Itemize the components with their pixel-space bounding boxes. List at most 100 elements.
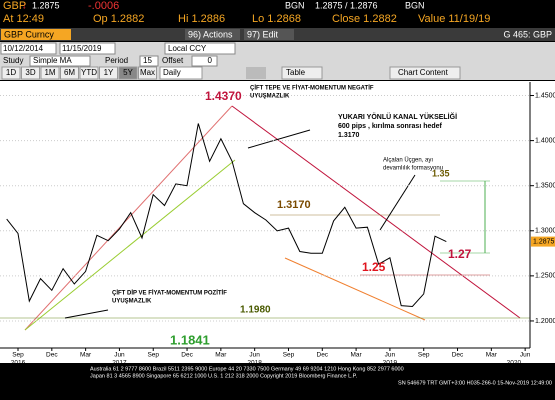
range-label[interactable]: Max: [140, 68, 155, 77]
table[interactable]: Table: [286, 68, 306, 77]
annotation: devamlılık formasyonu: [383, 166, 443, 172]
low: Lo 1.2868: [252, 13, 301, 25]
x-tick-label: Dec: [452, 352, 464, 359]
footer-line: SN 546679 TRT GMT+3:00 H035-266-0 15-Nov…: [398, 380, 552, 386]
range-button[interactable]: [40, 66, 60, 80]
actions[interactable]: 96) Actions: [188, 29, 233, 39]
security-box[interactable]: [1, 29, 71, 40]
study-select[interactable]: [29, 55, 91, 67]
bid-ask: 1.2875 / 1.2876: [315, 0, 378, 10]
x-tick-label: Jun: [249, 352, 260, 359]
annotation: 1.35: [432, 168, 450, 178]
quote-bar: [0, 0, 555, 26]
table-button[interactable]: [281, 66, 323, 80]
plot-area: [0, 81, 555, 363]
end-date[interactable]: 11/15/2019: [62, 44, 102, 53]
start-input[interactable]: [0, 42, 57, 55]
y-tick-label: 1.2500: [535, 273, 555, 280]
annotation: ÇİFT TEPE VE FİYAT-MOMENTUM NEGATİF: [250, 85, 374, 92]
chart-content-button[interactable]: [389, 66, 461, 80]
range-button[interactable]: [138, 66, 157, 80]
actions-button[interactable]: [185, 29, 240, 40]
frequency[interactable]: Daily: [163, 68, 181, 77]
range-button[interactable]: [79, 66, 99, 80]
x-tick-label: Sep: [12, 352, 24, 359]
x-tick-label: Sep: [418, 352, 430, 359]
range-button[interactable]: [1, 66, 21, 80]
offset[interactable]: 0: [208, 56, 213, 65]
high: Hi 1.2886: [178, 13, 225, 25]
value-date: Value 11/19/19: [418, 13, 490, 25]
x-tick-label: Mar: [350, 352, 362, 359]
edit[interactable]: 97) Edit: [247, 29, 279, 39]
annotation: 1.27: [448, 247, 472, 261]
annotation: Alçalan Üçgen, ayı: [383, 157, 433, 164]
trend-line: [231, 105, 521, 319]
year-label: 2019: [383, 360, 398, 367]
x-tick-label: Dec: [317, 352, 329, 359]
range-button[interactable]: [118, 66, 138, 80]
frequency-select[interactable]: [159, 66, 203, 80]
range-label[interactable]: 6M: [64, 68, 75, 77]
x-tick-label: Dec: [181, 352, 193, 359]
footer-line: Japan 81 3 4565 8900 Singapore 65 6212 1…: [90, 373, 358, 379]
open: Op 1.2882: [93, 13, 144, 25]
range-button[interactable]: [21, 66, 40, 80]
currency[interactable]: Local CCY: [168, 44, 207, 53]
x-tick-label: Mar: [215, 352, 227, 359]
x-tick-label: Jun: [385, 352, 396, 359]
drawings: [0, 95, 530, 331]
security[interactable]: GBP Curncy: [4, 29, 54, 39]
range-button[interactable]: [99, 66, 118, 80]
range-label[interactable]: 1Y: [104, 68, 114, 77]
annotation: YUKARI YÖNLÜ KANAL YÜKSELİĞİ: [338, 112, 457, 121]
footer-line: Australia 61 2 9777 8600 Brazil 5511 239…: [90, 366, 404, 372]
edit-button[interactable]: [244, 29, 294, 40]
offset-input[interactable]: [191, 55, 218, 67]
range-label[interactable]: 1D: [6, 68, 16, 77]
annotation: 600 pips , kırılma sonrası hedef: [338, 123, 443, 130]
start-date[interactable]: 10/12/2014: [3, 44, 44, 53]
range-label[interactable]: 5Y: [123, 68, 133, 77]
currency-select[interactable]: [164, 42, 236, 55]
range-label[interactable]: 1M: [44, 68, 55, 77]
x-tick-label: Mar: [486, 352, 498, 359]
source: BGN: [285, 0, 305, 10]
annotation: 1.3170: [277, 199, 311, 211]
chart-content[interactable]: Chart Content: [398, 68, 449, 77]
y-tick-label: 1.3500: [535, 183, 555, 190]
range-label[interactable]: 3D: [25, 68, 35, 77]
y-tick-label: 1.3000: [535, 228, 555, 235]
annotation: ÇİFT DİP VE FİYAT-MOMENTUM POZİTİF: [112, 290, 227, 297]
range-button[interactable]: [60, 66, 79, 80]
annotation: 1.1980: [240, 305, 271, 316]
annotation: 1.3170: [338, 132, 360, 139]
source: BGN: [405, 0, 425, 10]
price-tag-label: 1.2875: [533, 238, 555, 245]
function: G 465: GBP: [503, 29, 552, 39]
arrow: ↓: [22, 0, 27, 10]
year-label: 2020: [507, 360, 522, 367]
annotation: UYUŞMAZLIK: [250, 94, 290, 100]
annotation: 1.25: [362, 260, 386, 274]
annotation: UYUŞMAZLIK: [112, 299, 152, 305]
draw-tool[interactable]: [246, 67, 266, 79]
year-label: 2018: [247, 360, 262, 367]
y-tick-label: 1.4500: [535, 92, 555, 99]
annotation: 1.4370: [205, 89, 242, 103]
change: -.0006: [88, 0, 119, 12]
range-label[interactable]: YTD: [81, 68, 97, 77]
end-input[interactable]: [59, 42, 116, 55]
close: Close 1.2882: [332, 13, 397, 25]
period[interactable]: 15: [143, 56, 152, 65]
year-label: 2016: [11, 360, 26, 367]
year-label: 2017: [112, 360, 127, 367]
period-label: Period: [105, 56, 128, 65]
y-tick-label: 1.2000: [535, 318, 555, 325]
pointer: [247, 129, 311, 149]
study[interactable]: Simple MA: [33, 56, 72, 65]
footer: [0, 364, 555, 400]
period-input[interactable]: [139, 55, 159, 67]
pointer: [379, 174, 416, 231]
